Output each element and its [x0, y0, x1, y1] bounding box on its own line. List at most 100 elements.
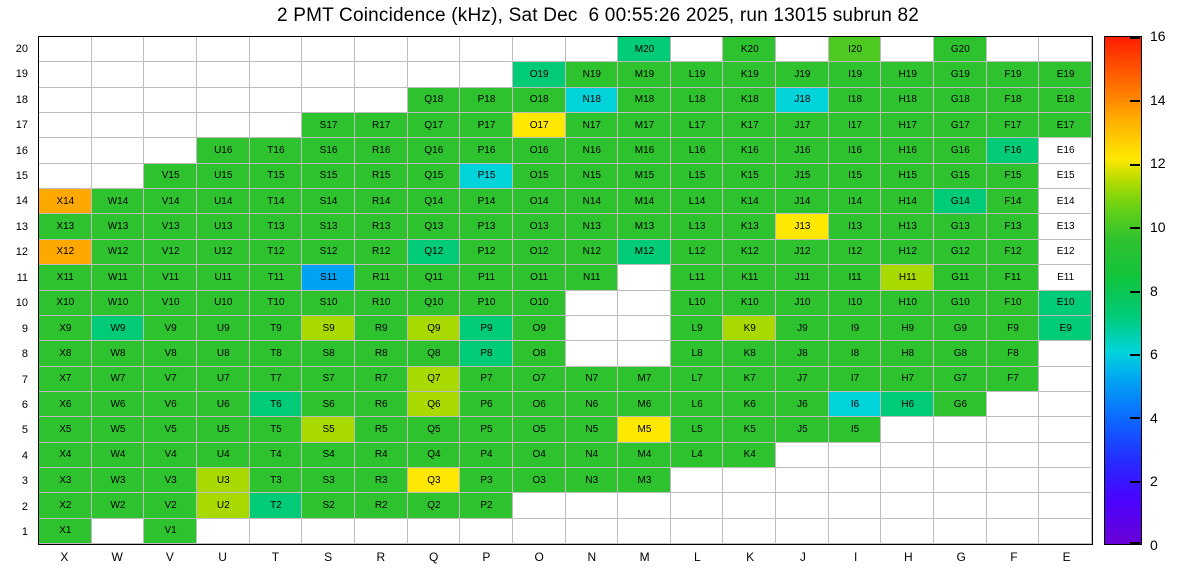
heatmap-cell: I10	[828, 290, 882, 316]
heatmap-cell: I19	[828, 62, 882, 88]
heatmap-cell: U5	[196, 417, 250, 443]
heatmap-cell: N15	[565, 163, 619, 190]
heatmap-cell: R10	[354, 290, 408, 316]
heatmap-cell: J9	[776, 315, 829, 342]
heatmap-cell: L10	[670, 290, 724, 316]
heatmap-cell	[355, 37, 408, 62]
heatmap-cell	[671, 519, 724, 544]
x-axis-label: R	[376, 550, 386, 564]
heatmap-cell: N11	[565, 265, 619, 291]
colorbar-tick-label: 14	[1150, 91, 1166, 108]
heatmap-cell: U9	[196, 315, 250, 342]
heatmap-cell: M20	[618, 37, 671, 63]
heatmap-cell: L6	[670, 391, 724, 418]
heatmap-cell: K9	[723, 315, 777, 342]
heatmap-cell: T3	[249, 467, 303, 494]
heatmap-cell: O17	[512, 113, 566, 139]
colorbar-tick-mark	[1130, 417, 1140, 420]
heatmap-cell	[829, 443, 882, 468]
heatmap-plot: M20 K20 I20 G20 O19 N19 M19 L19 K19 J19 I19 H19 G19 F…	[38, 36, 1093, 545]
heatmap-cell: R15	[354, 163, 408, 190]
x-axis-label: E	[1062, 550, 1071, 564]
heatmap-cell	[144, 88, 197, 113]
heatmap-cell: M3	[618, 467, 671, 494]
heatmap-cell: U3	[196, 467, 250, 494]
heatmap-cell	[881, 443, 934, 468]
heatmap-cell: F13	[986, 214, 1040, 240]
colorbar-tick-labels: 16 14 12 10 8 6 4 2 0	[1150, 28, 1194, 553]
heatmap-cell: F8	[986, 341, 1040, 367]
heatmap-cell: T2	[249, 493, 303, 519]
heatmap-cell: R6	[354, 391, 408, 418]
heatmap-cell: M19	[618, 62, 671, 88]
heatmap-cell: S6	[302, 391, 355, 418]
heatmap-cell	[566, 493, 619, 518]
heatmap-cell: G8	[934, 341, 987, 367]
heatmap-cell: K20	[723, 37, 777, 63]
heatmap-cell: J19	[776, 62, 829, 88]
heatmap-cell: W7	[91, 366, 145, 392]
heatmap-cell: N17	[565, 113, 619, 139]
heatmap-cell	[302, 88, 355, 113]
heatmap-cell: X9	[39, 315, 92, 342]
heatmap-cell: K19	[723, 62, 777, 88]
heatmap-cell: K6	[723, 391, 777, 418]
heatmap-cell: L5	[670, 417, 724, 443]
heatmap-cell	[92, 62, 145, 87]
heatmap-cell: G10	[934, 290, 987, 316]
heatmap-cell: Q18	[407, 87, 461, 114]
heatmap-cell: S5	[302, 417, 355, 443]
heatmap-cell: M18	[618, 87, 671, 114]
heatmap-cell: X10	[39, 290, 92, 316]
colorbar-tick-mark	[1130, 290, 1140, 293]
heatmap-cell	[197, 62, 250, 87]
heatmap-cell	[934, 417, 987, 442]
heatmap-cell	[723, 468, 776, 493]
heatmap-cell: I9	[828, 315, 882, 342]
heatmap-cell: N12	[565, 239, 619, 266]
heatmap-cell: T5	[249, 417, 303, 443]
heatmap-cell	[144, 62, 197, 87]
heatmap-cell: S14	[302, 189, 355, 215]
heatmap-cell: M17	[618, 113, 671, 139]
heatmap-cell: U10	[196, 290, 250, 316]
heatmap-cell: Q12	[407, 239, 461, 266]
heatmap-cell: G9	[934, 315, 987, 342]
heatmap-cell: X8	[39, 341, 92, 367]
heatmap-cell: T8	[249, 341, 303, 367]
heatmap-cell: V1	[144, 518, 197, 544]
heatmap-cell	[250, 519, 303, 544]
heatmap-cell: L9	[670, 315, 724, 342]
heatmap-cell	[671, 37, 724, 62]
heatmap-cell: L16	[670, 138, 724, 164]
y-axis-label: 12	[15, 246, 28, 259]
heatmap-cell	[671, 468, 724, 493]
heatmap-cell: Q9	[407, 315, 461, 342]
heatmap-cell: S13	[302, 214, 355, 240]
heatmap-cell: V9	[144, 315, 197, 342]
heatmap-cell: S10	[302, 290, 355, 316]
heatmap-cell: G7	[934, 366, 987, 392]
heatmap-cell: F10	[986, 290, 1040, 316]
x-axis-label: M	[639, 550, 650, 564]
heatmap-cell: J17	[776, 113, 829, 139]
heatmap-cell: P3	[460, 467, 513, 494]
heatmap-cell: U6	[196, 391, 250, 418]
heatmap-cell: O7	[512, 366, 566, 392]
heatmap-grid: M20 K20 I20 G20 O19 N19 M19 L19 K19 J19 I19 H19 G19 F…	[39, 37, 1092, 544]
heatmap-cell: L4	[670, 442, 724, 468]
heatmap-cell	[1039, 392, 1092, 417]
heatmap-cell: H18	[881, 87, 935, 114]
heatmap-cell: W3	[91, 467, 145, 494]
heatmap-cell: N6	[565, 391, 619, 418]
y-axis-label: 18	[15, 93, 28, 106]
y-axis-label: 11	[16, 271, 28, 284]
heatmap-cell: P9	[460, 315, 513, 342]
heatmap-cell	[934, 493, 987, 518]
heatmap-cell: W12	[91, 239, 145, 266]
heatmap-cell	[408, 519, 461, 544]
heatmap-cell	[934, 468, 987, 493]
y-axis-label: 5	[21, 424, 28, 437]
heatmap-cell: M14	[618, 189, 671, 215]
heatmap-cell: K10	[723, 290, 777, 316]
